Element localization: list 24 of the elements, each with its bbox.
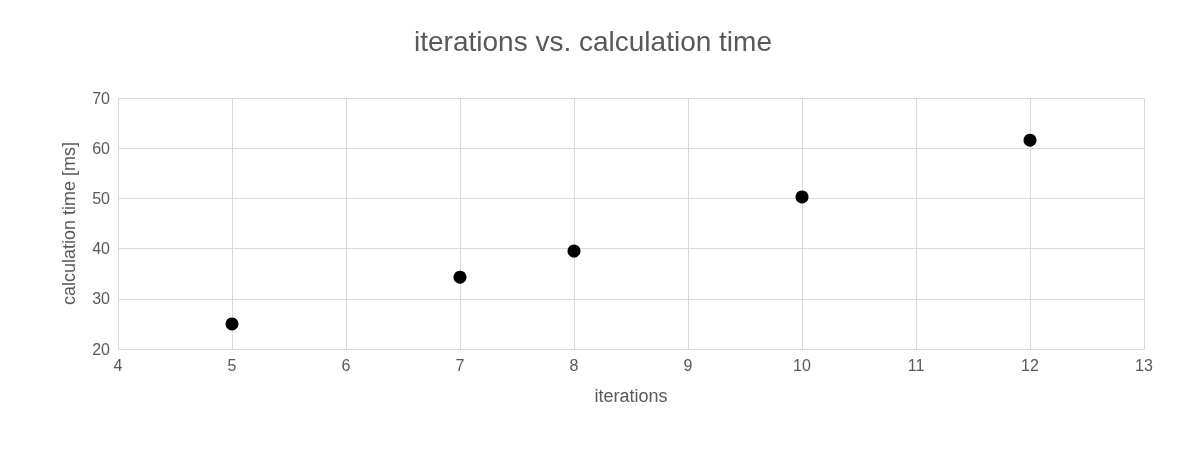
point (453, 270, 467, 284)
x-tick-label: 10 (793, 356, 811, 374)
y-tick-label: 60 (92, 139, 111, 157)
point (1023, 133, 1037, 147)
point (225, 317, 239, 331)
x-tick-label: 5 (227, 356, 237, 374)
y-tick-label: 40 (92, 240, 111, 258)
x-tick-label: 11 (907, 356, 925, 374)
point (567, 244, 581, 258)
x-tick-label: 13 (1135, 356, 1153, 374)
point (795, 190, 809, 204)
chart-title: iterations vs. calculation time (414, 25, 772, 57)
x-tick-label: 4 (113, 356, 123, 374)
y-tick-label: 50 (92, 189, 111, 207)
x-tick-label: 12 (1021, 356, 1039, 374)
x-axis-title: iterations (594, 386, 668, 406)
x-tick-label: 9 (683, 356, 693, 374)
x-tick-label: 8 (569, 356, 579, 374)
x-tick-label: 6 (341, 356, 351, 374)
y-axis-title: calculation time [ms] (59, 141, 79, 306)
y-tick-label: 70 (92, 89, 111, 107)
x-tick-label: 7 (455, 356, 465, 374)
y-tick-label: 20 (92, 340, 111, 358)
y-tick-label: 30 (92, 290, 111, 308)
